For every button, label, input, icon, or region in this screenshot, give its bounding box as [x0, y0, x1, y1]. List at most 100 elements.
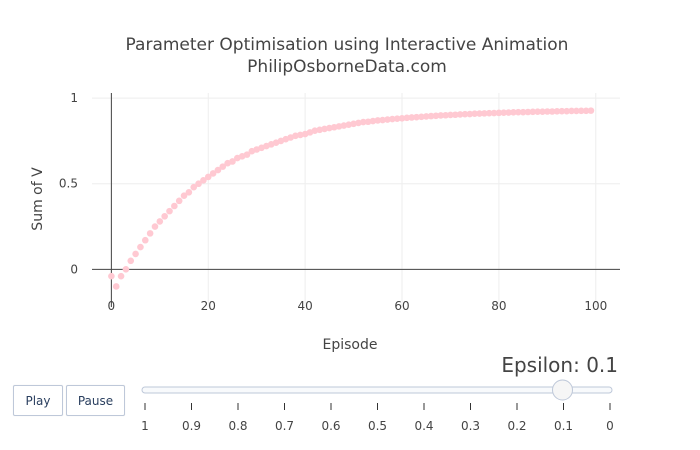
data-point [117, 272, 125, 280]
data-point [180, 192, 188, 200]
x-tick-label: 40 [297, 299, 312, 313]
data-point [573, 107, 580, 115]
data-point [195, 180, 202, 188]
data-points [108, 107, 595, 290]
data-point [514, 108, 522, 116]
data-point [413, 113, 420, 121]
data-point [374, 117, 382, 124]
slider-step-label[interactable]: 1 [141, 419, 149, 433]
slider-step-label[interactable]: 0.3 [461, 419, 480, 433]
data-point [141, 236, 149, 244]
data-point [171, 202, 178, 210]
data-point [505, 109, 512, 116]
slider-step-label[interactable]: 0.2 [507, 419, 526, 433]
slider-current-value: Epsilon: 0.1 [501, 353, 618, 377]
chart-title-line: PhilipOsborneData.com [247, 57, 447, 77]
data-point [112, 283, 120, 290]
data-point [476, 110, 483, 117]
data-point [384, 116, 391, 123]
data-point [452, 111, 459, 119]
slider-step-label[interactable]: 0.5 [368, 419, 387, 433]
data-point [379, 116, 386, 124]
data-point [548, 108, 556, 115]
data-point [408, 114, 416, 121]
data-point [418, 113, 425, 121]
pause-button[interactable]: Pause [66, 385, 125, 416]
data-point [190, 183, 198, 191]
slider-step-label[interactable]: 0 [606, 419, 614, 433]
data-point [485, 109, 493, 117]
data-point [427, 112, 435, 120]
data-point [437, 112, 445, 119]
data-point [544, 108, 551, 115]
data-point [209, 170, 217, 177]
data-point [519, 108, 527, 116]
slider-step-label[interactable]: 0.8 [228, 419, 247, 433]
data-point [422, 113, 430, 120]
data-point [175, 197, 183, 205]
data-point [432, 112, 440, 120]
data-point [146, 230, 154, 237]
slider-handle[interactable] [552, 379, 573, 401]
chart-title: Parameter Optimisation using Interactive… [126, 35, 569, 77]
data-point [568, 107, 575, 115]
data-point [137, 243, 144, 251]
data-point [200, 177, 207, 184]
data-point [524, 108, 532, 116]
data-point [403, 114, 411, 122]
data-point [553, 108, 561, 115]
data-point [534, 108, 541, 115]
slider-steps: 1 0.9 0.8 0.7 0.6 0.5 0.4 0.3 0.2 0.1 0 [141, 403, 614, 433]
data-point [214, 166, 222, 174]
data-point [393, 115, 401, 122]
slider-rail[interactable] [141, 386, 613, 394]
slider-step-label[interactable]: 0.7 [275, 419, 294, 433]
data-point [151, 223, 159, 230]
data-point [243, 151, 251, 158]
y-axis-title: Sum of V [30, 167, 46, 231]
data-point [490, 109, 498, 117]
data-point [563, 107, 571, 115]
x-tick-label: 100 [584, 299, 607, 313]
y-tick-label: 0.5 [59, 177, 78, 191]
data-point [461, 110, 469, 118]
data-point [495, 109, 503, 117]
data-point [122, 266, 130, 273]
data-point [127, 257, 135, 265]
slider-step-label[interactable]: 0.9 [182, 419, 201, 433]
slider-step-label[interactable]: 0.1 [554, 419, 573, 433]
data-point [108, 272, 115, 280]
data-point [442, 111, 449, 119]
x-tick-label: 80 [491, 299, 506, 313]
chart-title-line: Parameter Optimisation using Interactive… [126, 35, 569, 55]
data-point [364, 118, 372, 126]
data-point [204, 173, 212, 181]
data-point [510, 109, 517, 116]
data-point [389, 115, 396, 123]
data-point [398, 115, 406, 122]
data-point [529, 108, 537, 116]
data-point [219, 163, 227, 170]
y-tick-label: 1 [70, 91, 78, 105]
y-axis-ticks: 00.51 [59, 91, 78, 276]
data-point [587, 107, 595, 114]
x-tick-label: 0 [108, 299, 116, 313]
data-point [500, 109, 508, 116]
slider-step-label[interactable]: 0.4 [414, 419, 433, 433]
data-point [466, 110, 474, 118]
data-point [577, 107, 585, 115]
play-button[interactable]: Play [13, 385, 63, 416]
data-point [558, 107, 566, 115]
x-axis-ticks: 0 20 40 60 80 100 [108, 299, 608, 313]
x-axis-title: Episode [323, 337, 378, 353]
zero-lines [92, 93, 620, 307]
slider-step-label[interactable]: 0.6 [321, 419, 340, 433]
data-point [156, 218, 164, 225]
data-point [539, 108, 546, 115]
x-tick-label: 60 [394, 299, 409, 313]
data-point [229, 158, 236, 165]
data-point [166, 207, 173, 215]
data-point [132, 250, 139, 258]
data-point [471, 110, 478, 118]
